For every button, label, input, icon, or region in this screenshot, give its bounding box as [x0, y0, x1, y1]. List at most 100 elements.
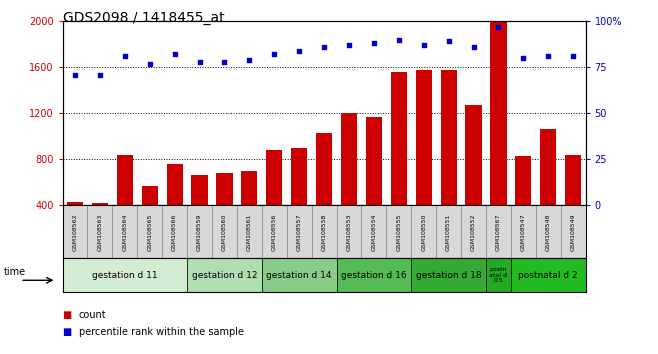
Point — [393, 37, 404, 42]
Bar — [461, 205, 486, 258]
Text: gestation d 16: gestation d 16 — [341, 271, 407, 280]
Text: GSM108556: GSM108556 — [272, 213, 277, 251]
Bar — [336, 205, 361, 258]
Bar — [565, 155, 581, 251]
Text: ■: ■ — [63, 327, 72, 337]
Bar — [561, 205, 586, 258]
Point — [518, 55, 528, 61]
Bar — [241, 171, 257, 251]
Point — [543, 53, 553, 59]
Point — [368, 40, 379, 46]
Bar — [316, 133, 332, 251]
Text: GSM108564: GSM108564 — [122, 213, 127, 251]
Bar — [63, 205, 88, 258]
Bar — [411, 258, 486, 292]
Bar — [490, 21, 507, 251]
Bar — [341, 113, 357, 251]
Text: GSM108567: GSM108567 — [496, 213, 501, 251]
Text: gestation d 12: gestation d 12 — [191, 271, 257, 280]
Point — [169, 52, 180, 57]
Bar — [291, 148, 307, 251]
Bar — [336, 258, 411, 292]
Text: GSM108548: GSM108548 — [545, 213, 551, 251]
Text: gestation d 14: gestation d 14 — [266, 271, 332, 280]
Text: GSM108554: GSM108554 — [371, 213, 376, 251]
Bar — [411, 205, 436, 258]
Text: GDS2098 / 1418455_at: GDS2098 / 1418455_at — [63, 11, 224, 25]
Text: GSM108565: GSM108565 — [147, 213, 152, 251]
Point — [95, 72, 105, 78]
Bar — [486, 258, 511, 292]
Text: postn
atal d
0.5: postn atal d 0.5 — [490, 267, 507, 283]
Bar — [486, 205, 511, 258]
Text: gestation d 18: gestation d 18 — [416, 271, 482, 280]
Point — [343, 42, 354, 48]
Bar — [266, 150, 282, 251]
Bar — [536, 205, 561, 258]
Text: postnatal d 2: postnatal d 2 — [519, 271, 578, 280]
Text: GSM108566: GSM108566 — [172, 213, 177, 251]
Bar — [212, 205, 237, 258]
Bar — [237, 205, 262, 258]
Bar — [67, 202, 83, 251]
Bar — [540, 130, 557, 251]
Text: GSM108550: GSM108550 — [421, 213, 426, 251]
Point — [568, 53, 578, 59]
Bar — [187, 258, 262, 292]
Bar — [361, 205, 386, 258]
Text: percentile rank within the sample: percentile rank within the sample — [79, 327, 244, 337]
Bar — [113, 205, 138, 258]
Text: GSM108557: GSM108557 — [297, 213, 301, 251]
Bar — [141, 186, 158, 251]
Bar — [515, 156, 532, 251]
Text: GSM108562: GSM108562 — [72, 213, 78, 251]
Bar — [216, 173, 232, 251]
Text: GSM108552: GSM108552 — [471, 213, 476, 251]
Text: GSM108547: GSM108547 — [521, 213, 526, 251]
Text: GSM108555: GSM108555 — [396, 213, 401, 251]
Bar — [511, 258, 586, 292]
Bar — [287, 205, 312, 258]
Bar — [262, 258, 336, 292]
Point — [70, 72, 80, 78]
Point — [443, 39, 454, 44]
Bar — [162, 205, 187, 258]
Point — [418, 42, 429, 48]
Text: GSM108558: GSM108558 — [322, 213, 326, 251]
Point — [294, 48, 305, 53]
Point — [120, 53, 130, 59]
Text: GSM108561: GSM108561 — [247, 213, 252, 251]
Text: ■: ■ — [63, 310, 72, 320]
Bar — [391, 72, 407, 251]
Text: GSM108553: GSM108553 — [347, 213, 351, 251]
Text: time: time — [3, 267, 26, 277]
Point — [244, 57, 255, 63]
Text: GSM108560: GSM108560 — [222, 213, 227, 251]
Text: gestation d 11: gestation d 11 — [92, 271, 158, 280]
Bar — [465, 105, 482, 251]
Bar — [116, 155, 133, 251]
Text: GSM108551: GSM108551 — [446, 213, 451, 251]
Bar — [416, 70, 432, 251]
Bar — [511, 205, 536, 258]
Point — [219, 59, 230, 64]
Bar — [166, 164, 183, 251]
Bar — [386, 205, 411, 258]
Bar — [262, 205, 287, 258]
Point — [494, 24, 504, 30]
Bar — [440, 70, 457, 251]
Bar — [88, 205, 113, 258]
Bar — [436, 205, 461, 258]
Text: count: count — [79, 310, 107, 320]
Point — [194, 59, 205, 64]
Bar — [187, 205, 212, 258]
Bar — [191, 175, 208, 251]
Text: GSM108563: GSM108563 — [97, 213, 103, 251]
Bar — [63, 258, 187, 292]
Text: GSM108549: GSM108549 — [570, 213, 576, 251]
Point — [144, 61, 155, 67]
Bar — [91, 203, 108, 251]
Bar — [366, 117, 382, 251]
Point — [269, 52, 280, 57]
Text: GSM108559: GSM108559 — [197, 213, 202, 251]
